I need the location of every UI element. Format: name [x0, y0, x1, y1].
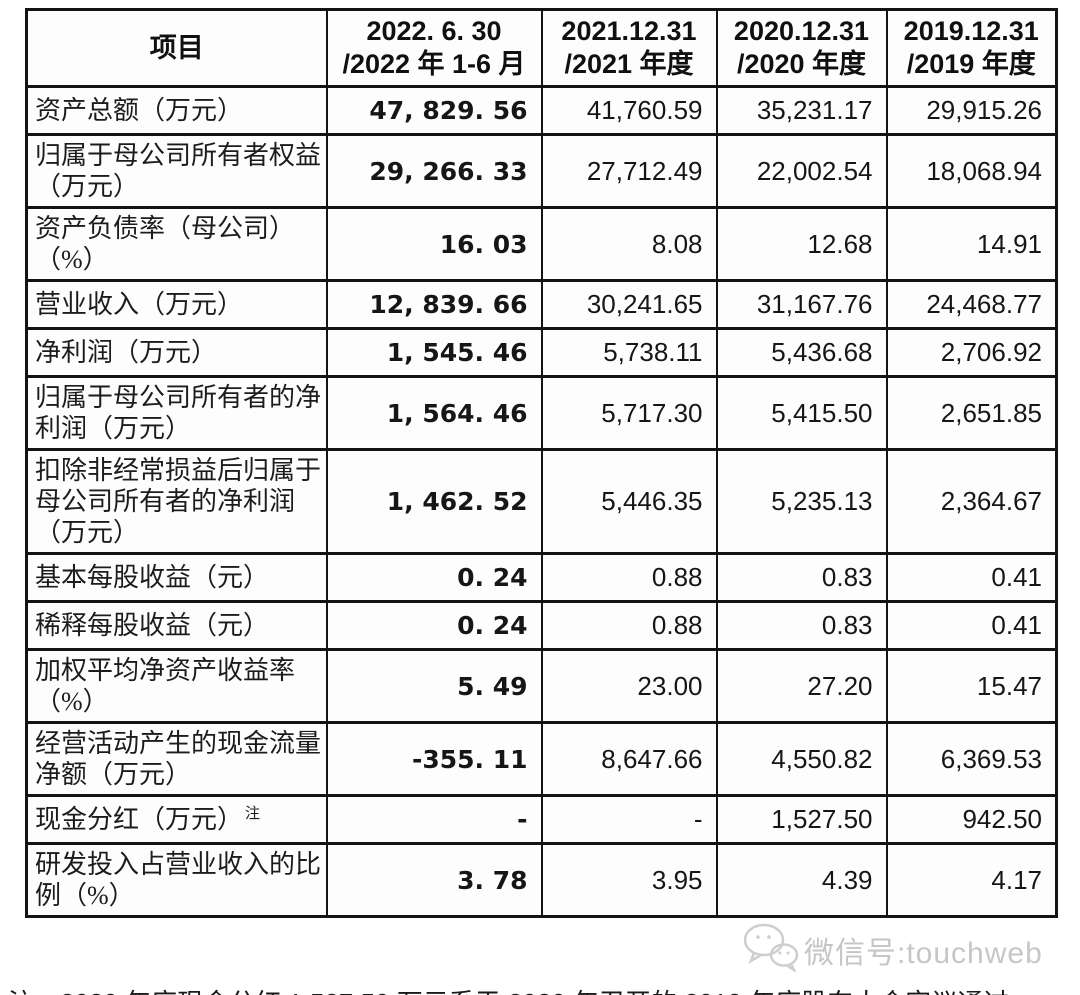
row-label: 经营活动产生的现金流量 净额（万元）: [25, 721, 328, 797]
table-wrap: 项目 2022. 6. 30 /2022 年 1-6 月 2021.12.31 …: [8, 8, 1072, 995]
row-label: 净利润（万元）: [25, 327, 328, 378]
value-cell: 8,647.66: [540, 721, 718, 797]
table-row: 基本每股收益（元） 0. 24 0.88 0.83 0.41: [25, 552, 1058, 603]
value-cell: 0. 24: [325, 552, 543, 603]
table-row: 现金分红（万元）注 - -1,527.50 942.50: [25, 794, 1058, 845]
row-label: 营业收入（万元）: [25, 279, 328, 330]
value-cell: 0.83: [715, 552, 888, 603]
financial-table-body: 资产总额（万元） 47, 829. 56 41,760.59 35,231.17 29,…: [25, 85, 1058, 918]
value-cell: 1,527.50: [715, 794, 888, 845]
value-cell: 0.41: [885, 552, 1058, 603]
value-cell: 3. 78: [325, 842, 543, 918]
row-label: 研发投入占营业收入的比 例（%）: [25, 842, 328, 918]
value-cell: -: [540, 794, 718, 845]
financial-summary-table: 项目 2022. 6. 30 /2022 年 1-6 月 2021.12.31 …: [25, 8, 1058, 918]
row-label: 扣除非经常损益后归属于 母公司所有者的净利润 （万元）: [25, 448, 328, 555]
column-header-period-2019: 2019.12.31 /2019 年度: [885, 8, 1058, 88]
value-cell: 41,760.59: [540, 85, 718, 136]
value-cell: 29,915.26: [885, 85, 1058, 136]
value-cell: 2,706.92: [885, 327, 1058, 378]
column-header-period-2021: 2021.12.31 /2021 年度: [540, 8, 718, 88]
table-row: 扣除非经常损益后归属于 母公司所有者的净利润 （万元） 1, 462. 52 5,4…: [25, 448, 1058, 555]
value-cell: 5,446.35: [540, 448, 718, 555]
value-cell: 0.41: [885, 600, 1058, 651]
header-row: 项目 2022. 6. 30 /2022 年 1-6 月 2021.12.31 …: [25, 8, 1058, 88]
row-label: 稀释每股收益（元）: [25, 600, 328, 651]
value-cell: 23.00: [540, 648, 718, 724]
value-cell: 5,717.30: [540, 375, 718, 451]
value-cell: 0.83: [715, 600, 888, 651]
value-cell: 8.08: [540, 206, 718, 282]
footnote: 注：2020 年度现金分红 1,527.50 万元系于 2020 年召开的 20…: [8, 923, 1080, 995]
value-cell: 2,364.67: [885, 448, 1058, 555]
value-cell: 14.91: [885, 206, 1058, 282]
value-cell: 1, 564. 46: [325, 375, 543, 451]
value-cell: 47, 829. 56: [325, 85, 543, 136]
value-cell: 18,068.94: [885, 133, 1058, 209]
value-cell: 5. 49: [325, 648, 543, 724]
value-cell: 35,231.17: [715, 85, 888, 136]
value-cell: 4.39: [715, 842, 888, 918]
value-cell: 0.88: [540, 600, 718, 651]
value-cell: 22,002.54: [715, 133, 888, 209]
value-cell: -: [325, 794, 543, 845]
column-header-period-2020: 2020.12.31 /2020 年度: [715, 8, 888, 88]
row-label: 现金分红（万元）注: [25, 794, 328, 845]
row-label: 归属于母公司所有者权益 （万元）: [25, 133, 328, 209]
value-cell: 12, 839. 66: [325, 279, 543, 330]
value-cell: 5,738.11: [540, 327, 718, 378]
table-row: 研发投入占营业收入的比 例（%） 3. 78 3.95 4.39 4.17: [25, 842, 1058, 918]
value-cell: 0. 24: [325, 600, 543, 651]
row-label: 归属于母公司所有者的净 利润（万元）: [25, 375, 328, 451]
value-cell: 1, 545. 46: [325, 327, 543, 378]
value-cell: 1, 462. 52: [325, 448, 543, 555]
value-cell: 31,167.76: [715, 279, 888, 330]
value-cell: 30,241.65: [540, 279, 718, 330]
value-cell: 0.88: [540, 552, 718, 603]
value-cell: 24,468.77: [885, 279, 1058, 330]
table-row: 资产总额（万元） 47, 829. 56 41,760.59 35,231.17 29,…: [25, 85, 1058, 136]
table-row: 资产负债率（母公司） （%） 16. 03 8.08 12.68 14.91: [25, 206, 1058, 282]
value-cell: -355. 11: [325, 721, 543, 797]
value-cell: 5,235.13: [715, 448, 888, 555]
value-cell: 942.50: [885, 794, 1058, 845]
table-row: 归属于母公司所有者的净 利润（万元） 1, 564. 46 5,717.30 5,41…: [25, 375, 1058, 451]
value-cell: 3.95: [540, 842, 718, 918]
table-row: 经营活动产生的现金流量 净额（万元） -355. 11 8,647.66 4,550.…: [25, 721, 1058, 797]
value-cell: 15.47: [885, 648, 1058, 724]
footnote-marker: 注: [245, 806, 261, 823]
column-header-period-2022h1: 2022. 6. 30 /2022 年 1-6 月: [325, 8, 543, 88]
footnote-line: 注：2020 年度现金分红 1,527.50 万元系于 2020 年召开的 20…: [8, 987, 1080, 995]
value-cell: 6,369.53: [885, 721, 1058, 797]
value-cell: 5,415.50: [715, 375, 888, 451]
value-cell: 4,550.82: [715, 721, 888, 797]
row-label: 资产负债率（母公司） （%）: [25, 206, 328, 282]
table-row: 净利润（万元） 1, 545. 46 5,738.11 5,436.68 2,706.9…: [25, 327, 1058, 378]
value-cell: 16. 03: [325, 206, 543, 282]
value-cell: 27.20: [715, 648, 888, 724]
table-row: 加权平均净资产收益率 （%） 5. 49 23.00 27.20 15.47: [25, 648, 1058, 724]
value-cell: 29, 266. 33: [325, 133, 543, 209]
value-cell: 12.68: [715, 206, 888, 282]
row-label: 加权平均净资产收益率 （%）: [25, 648, 328, 724]
row-label: 基本每股收益（元）: [25, 552, 328, 603]
value-cell: 2,651.85: [885, 375, 1058, 451]
column-header-item: 项目: [25, 8, 328, 88]
table-row: 营业收入（万元） 12, 839. 66 30,241.65 31,167.76 24,…: [25, 279, 1058, 330]
value-cell: 27,712.49: [540, 133, 718, 209]
value-cell: 5,436.68: [715, 327, 888, 378]
table-row: 归属于母公司所有者权益 （万元） 29, 266. 33 27,712.49 22,0…: [25, 133, 1058, 209]
row-label: 资产总额（万元）: [25, 85, 328, 136]
table-row: 稀释每股收益（元） 0. 24 0.88 0.83 0.41: [25, 600, 1058, 651]
value-cell: 4.17: [885, 842, 1058, 918]
